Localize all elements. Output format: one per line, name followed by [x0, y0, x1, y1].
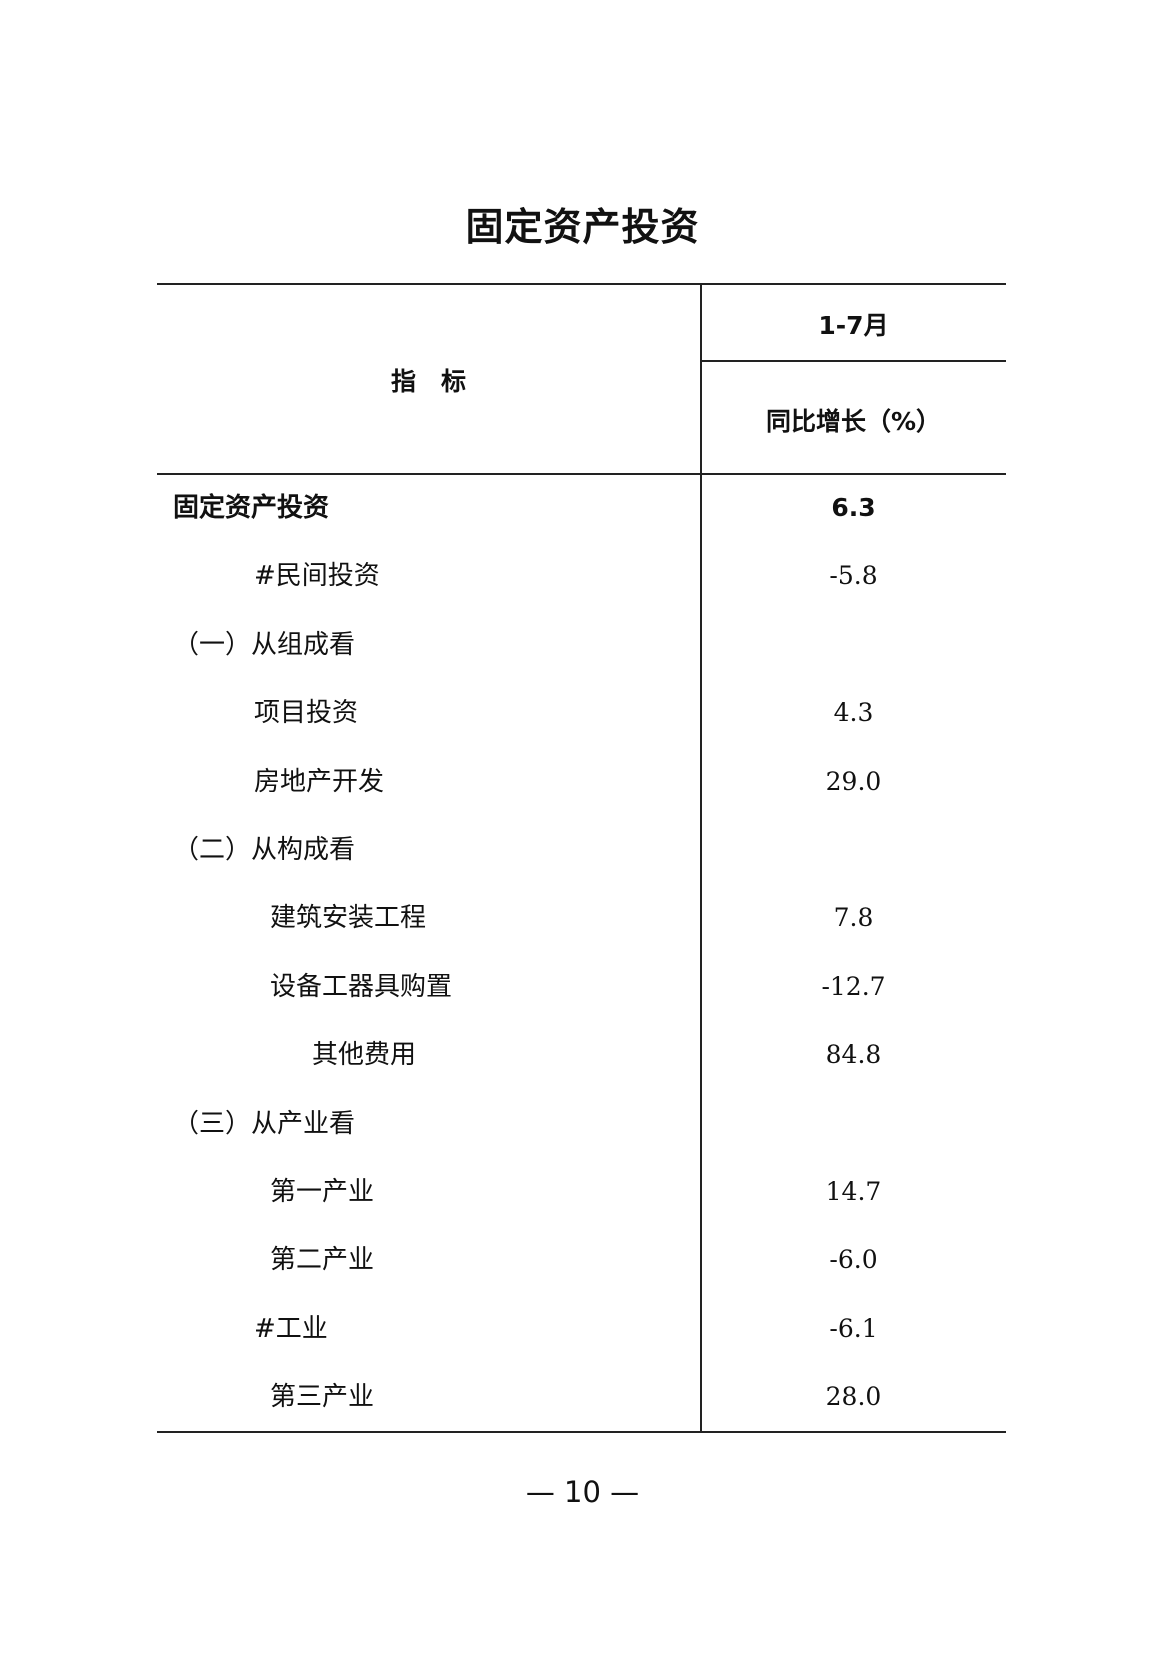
- table-row: 固定资产投资 6.3: [157, 474, 1006, 542]
- row-label: 第二产业: [270, 1245, 375, 1276]
- row-value: -12.7: [821, 971, 886, 1001]
- table-top-rule: [157, 283, 1006, 285]
- table-row: #工业 -6.1: [157, 1295, 1006, 1363]
- row-value: -6.1: [829, 1313, 878, 1343]
- header-sub-rule: [701, 360, 1006, 362]
- table-row: 第三产业 28.0: [157, 1363, 1006, 1431]
- table-row: 其他费用 84.8: [157, 1021, 1006, 1089]
- row-label: 第一产业: [270, 1177, 375, 1207]
- row-value: 29.0: [825, 766, 882, 796]
- row-label: 其他费用: [312, 1040, 417, 1071]
- row-label: 建筑安装工程: [270, 903, 427, 934]
- header-measure: 同比增长（%）: [765, 407, 942, 436]
- table-row: #民间投资 -5.8: [157, 542, 1006, 610]
- table-row: （一）从组成看: [157, 611, 1006, 679]
- row-label: #民间投资: [254, 561, 380, 592]
- table-row: 第二产业 -6.0: [157, 1226, 1006, 1294]
- row-value: 14.7: [825, 1177, 882, 1206]
- table-row: 项目投资 4.3: [157, 679, 1006, 747]
- table-row: 第一产业 14.7: [157, 1158, 1006, 1226]
- table-row: 房地产开发 29.0: [157, 748, 1006, 816]
- header-bottom-rule: [157, 473, 1006, 475]
- row-value: 4.3: [833, 698, 874, 728]
- row-label: 项目投资: [254, 698, 359, 729]
- row-label: （三）从产业看: [173, 1108, 356, 1139]
- table-row: （三）从产业看: [157, 1090, 1006, 1158]
- row-label: 设备工器具购置: [270, 971, 453, 1002]
- row-value: -6.0: [829, 1245, 878, 1275]
- row-value: 6.3: [831, 493, 876, 522]
- table-row: 建筑安装工程 7.8: [157, 884, 1006, 952]
- row-label: （一）从组成看: [173, 629, 356, 660]
- row-value: 28.0: [825, 1382, 882, 1412]
- row-value: -5.8: [829, 561, 878, 591]
- column-divider: [700, 284, 702, 1432]
- table-row: 设备工器具购置 -12.7: [157, 953, 1006, 1021]
- row-value: 7.8: [833, 903, 874, 933]
- row-label: （二）从构成看: [173, 835, 356, 865]
- row-value: 84.8: [825, 1040, 882, 1070]
- row-label: 第三产业: [270, 1382, 375, 1413]
- row-label: #工业: [254, 1313, 328, 1344]
- row-label: 固定资产投资: [173, 493, 330, 523]
- page-number: — 10 —: [525, 1475, 640, 1509]
- row-label: 房地产开发: [254, 766, 385, 797]
- page-title: 固定资产投资: [465, 205, 700, 249]
- table-bottom-rule: [157, 1431, 1006, 1433]
- header-period: 1-7月: [818, 311, 889, 340]
- header-indicator: 指 标: [390, 367, 466, 396]
- table-row: （二）从构成看: [157, 816, 1006, 884]
